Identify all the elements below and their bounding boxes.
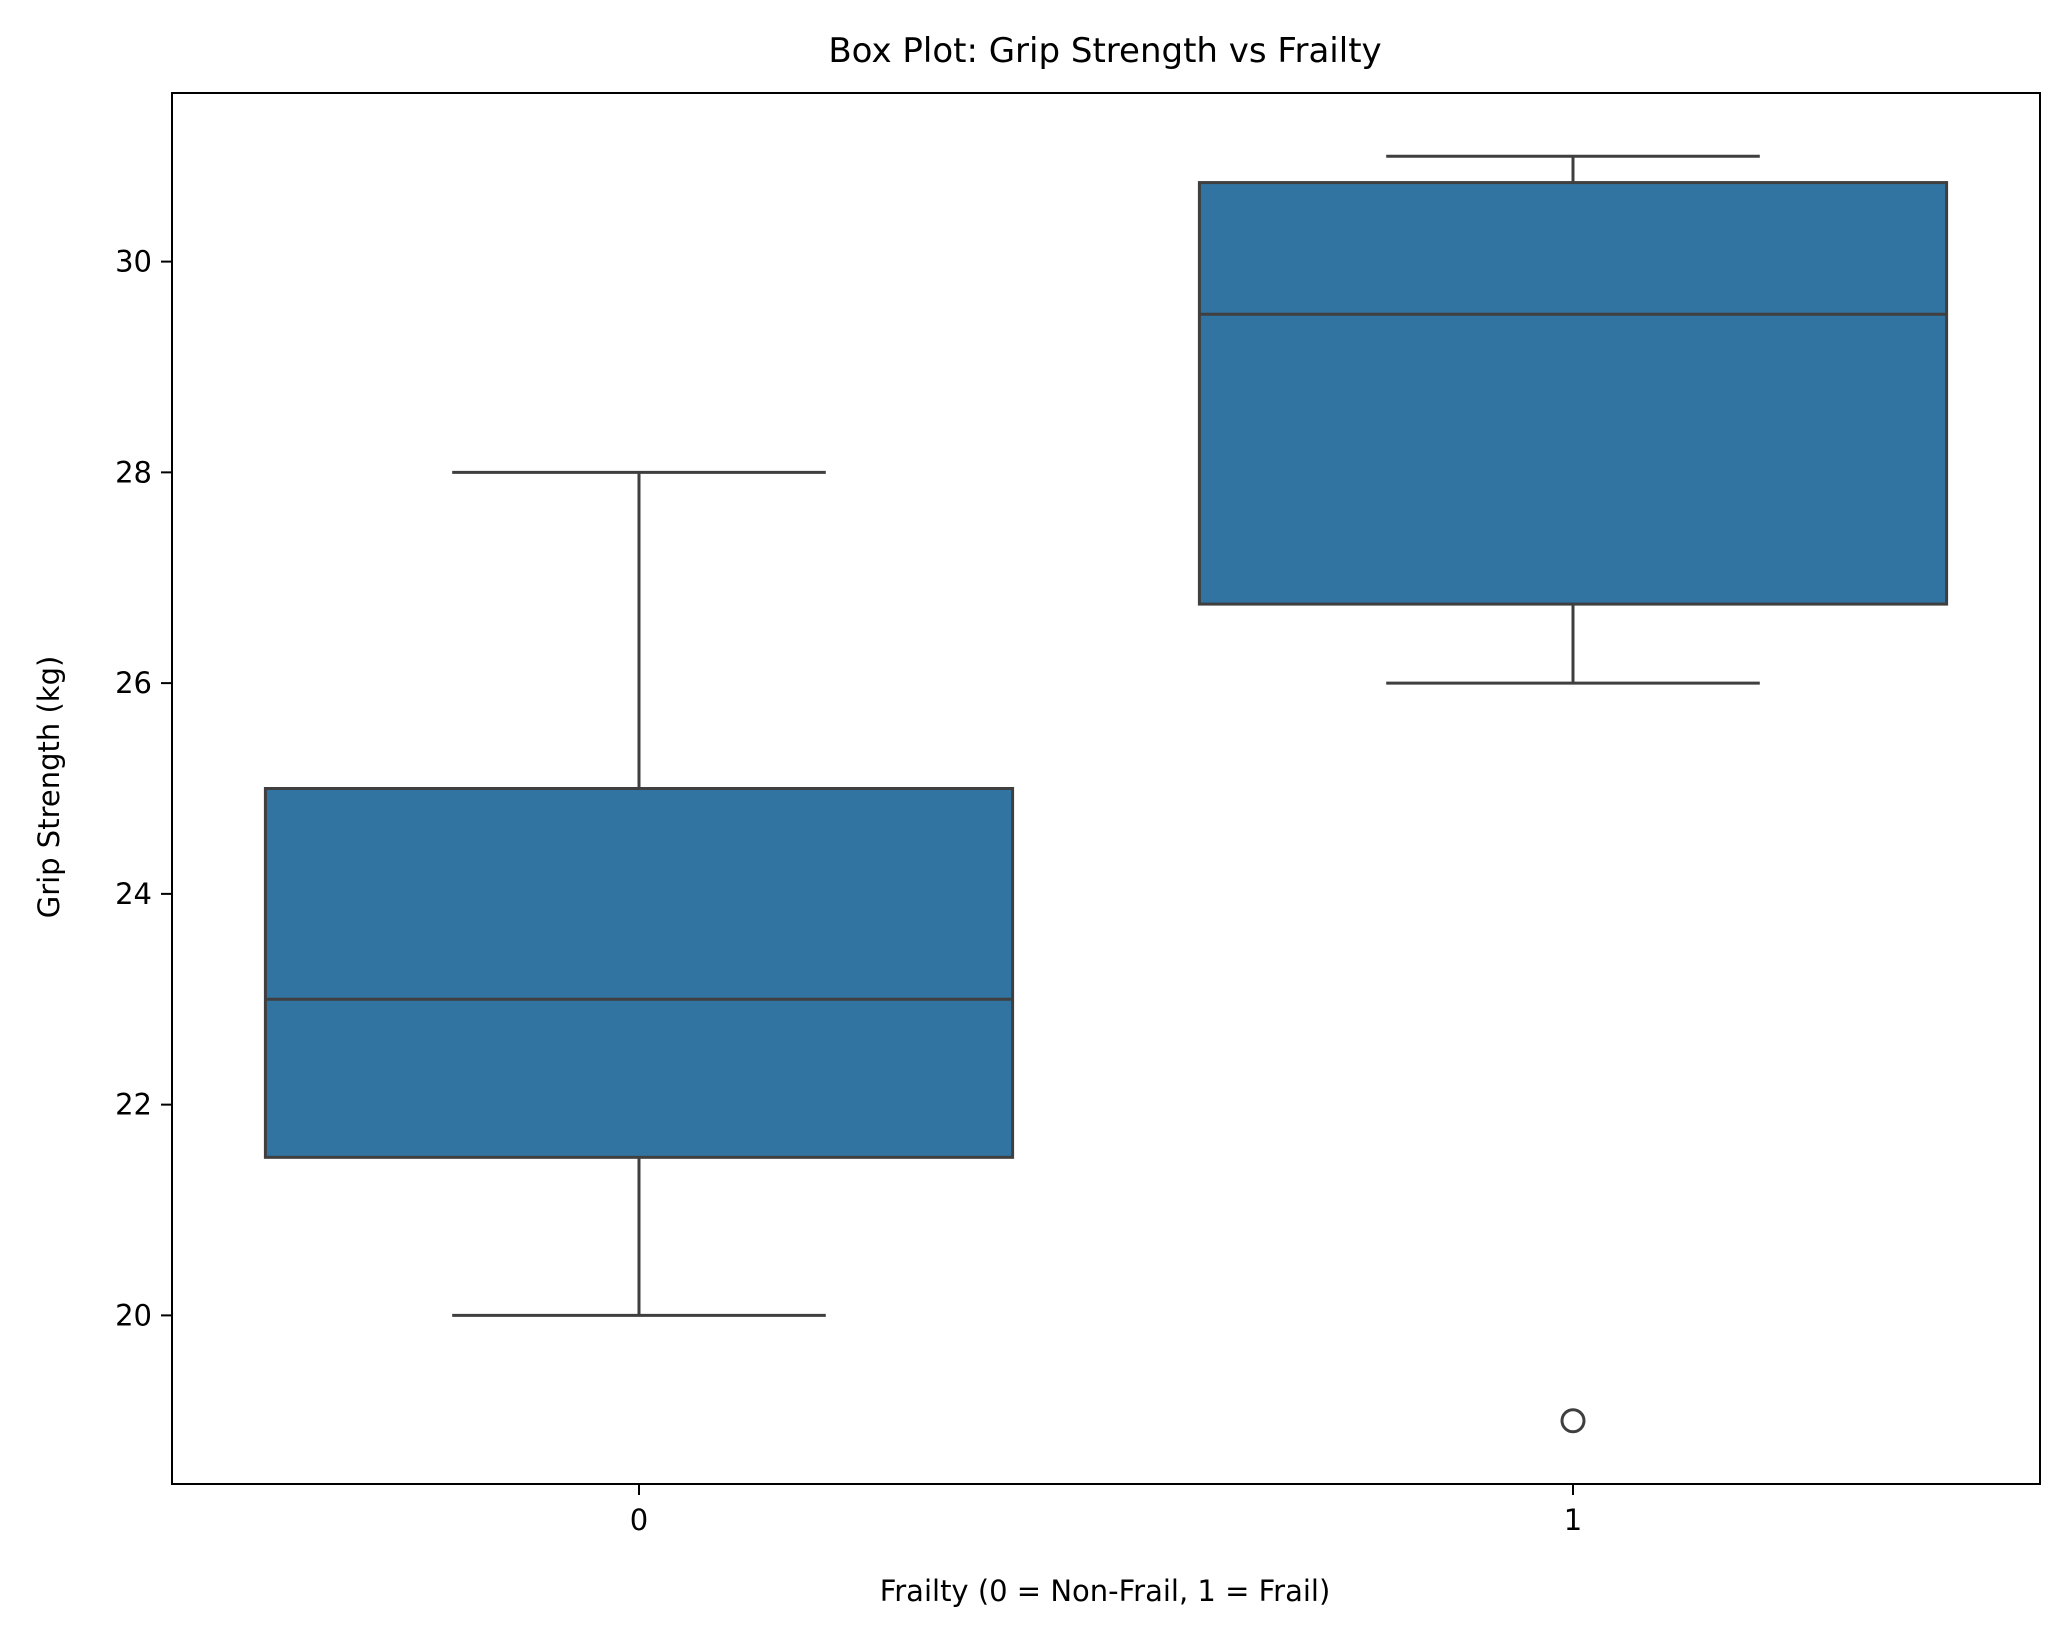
y-tick-label: 28 — [115, 455, 152, 489]
outlier-point-1-0 — [1560, 1408, 1586, 1434]
axes: 20 22 24 26 28 30 0 1 — [115, 92, 2041, 1537]
y-axis-title: Grip Strength (kg) — [32, 656, 66, 919]
x-tick-label: 1 — [1564, 1503, 1582, 1537]
box-1 — [1197, 181, 1949, 606]
plot-area — [263, 154, 1949, 1434]
chart-title: Box Plot: Grip Strength vs Frailty — [828, 31, 1381, 71]
y-tick-label: 26 — [115, 666, 152, 700]
x-axis-title: Frailty (0 = Non-Frail, 1 = Frail) — [880, 1574, 1331, 1608]
y-tick-label: 24 — [115, 877, 152, 911]
y-tick-label: 30 — [115, 245, 152, 279]
box-group-0 — [263, 470, 1015, 1317]
box-0 — [263, 787, 1015, 1159]
y-tick-label: 20 — [115, 1298, 152, 1332]
y-tick-label: 22 — [115, 1088, 152, 1122]
box-group-1 — [1197, 154, 1949, 1434]
x-tick-label: 0 — [630, 1503, 648, 1537]
plot-frame — [171, 92, 2041, 1485]
